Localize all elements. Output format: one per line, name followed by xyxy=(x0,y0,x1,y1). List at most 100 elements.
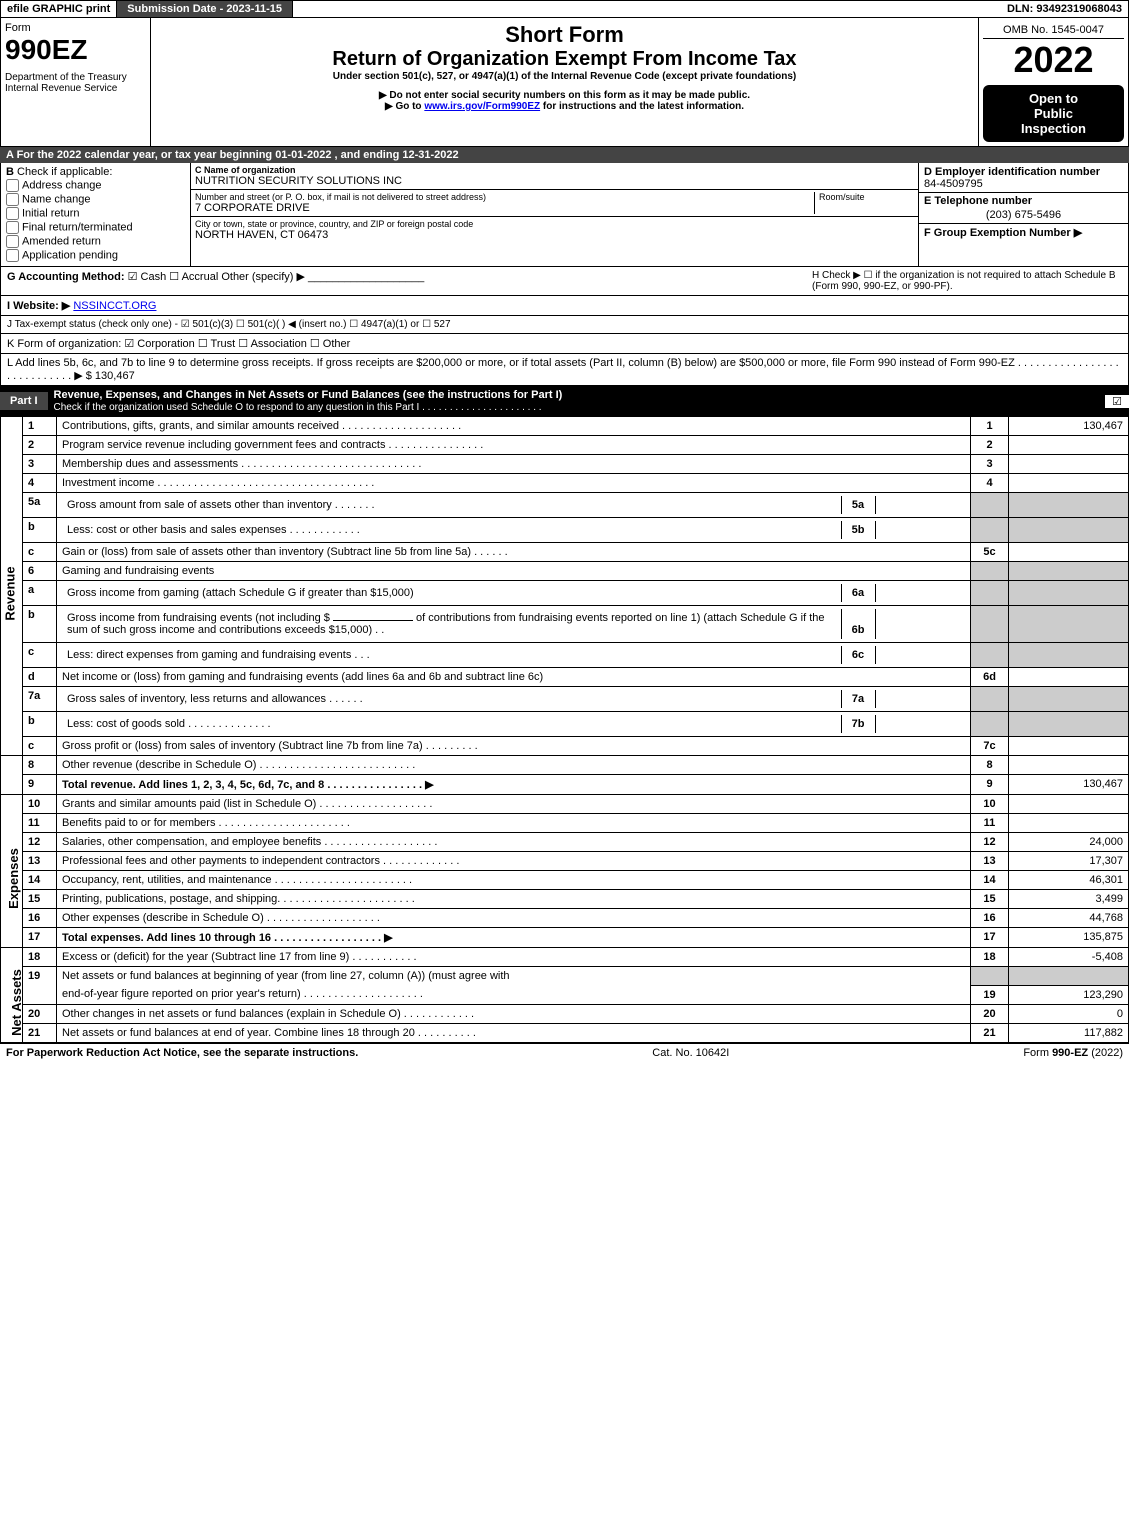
ln6d-desc: Net income or (loss) from gaming and fun… xyxy=(57,668,971,687)
part-i-title: Revenue, Expenses, and Changes in Net As… xyxy=(48,386,1105,416)
ln18-desc: Excess or (deficit) for the year (Subtra… xyxy=(57,948,971,967)
ln6c-inner: Less: direct expenses from gaming and fu… xyxy=(57,643,971,668)
ln6b-ib: 6b xyxy=(841,609,875,639)
ln12-box: 12 xyxy=(971,833,1009,852)
ln5a-inner: Gross amount from sale of assets other t… xyxy=(57,493,971,518)
ln6a-num: a xyxy=(23,581,57,606)
ln9-box: 9 xyxy=(971,775,1009,795)
ln7c-desc: Gross profit or (loss) from sales of inv… xyxy=(57,737,971,756)
org-name: NUTRITION SECURITY SOLUTIONS INC xyxy=(195,175,914,187)
org-street: 7 CORPORATE DRIVE xyxy=(195,202,814,214)
open-2: Public xyxy=(989,106,1118,121)
ln15-box: 15 xyxy=(971,890,1009,909)
ln6-box xyxy=(971,562,1009,581)
footer-right-pre: Form xyxy=(1023,1047,1052,1059)
ln10-amt xyxy=(1009,795,1129,814)
g-cash: Cash xyxy=(141,271,167,283)
ln18-amt: -5,408 xyxy=(1009,948,1129,967)
line-k: K Form of organization: ☑ Corporation ☐ … xyxy=(0,334,1129,354)
ln5c-box: 5c xyxy=(971,543,1009,562)
ln19-desc2: end-of-year figure reported on prior yea… xyxy=(57,985,971,1004)
netassets-sidelabel: Net Assets xyxy=(1,948,23,1043)
expenses-sidelabel: Expenses xyxy=(1,795,23,948)
website-link[interactable]: NSSINCCT.ORG xyxy=(73,300,156,312)
ln6b-inner: Gross income from fundraising events (no… xyxy=(57,606,971,643)
lbl-initial-return: Initial return xyxy=(22,207,79,219)
ln4-amt xyxy=(1009,474,1129,493)
ln11-box: 11 xyxy=(971,814,1009,833)
footer-right: Form 990-EZ (2022) xyxy=(1023,1047,1123,1059)
chk-name-change[interactable] xyxy=(6,193,19,206)
ssn-warning: ▶ Do not enter social security numbers o… xyxy=(155,90,974,101)
ln7b-desc: Less: cost of goods sold . . . . . . . .… xyxy=(62,715,841,733)
ln6b-box xyxy=(971,606,1009,643)
chk-initial-return[interactable] xyxy=(6,207,19,220)
part-i-checkbox[interactable]: ☑ xyxy=(1105,395,1129,408)
ln1-num: 1 xyxy=(23,417,57,436)
ln20-num: 20 xyxy=(23,1004,57,1023)
ln21-num: 21 xyxy=(23,1023,57,1042)
ln15-desc: Printing, publications, postage, and shi… xyxy=(57,890,971,909)
lbl-name-change: Name change xyxy=(22,193,91,205)
goto-pre: ▶ Go to xyxy=(385,101,424,112)
ln4-num: 4 xyxy=(23,474,57,493)
submission-date: Submission Date - 2023-11-15 xyxy=(117,1,293,17)
chk-final-return[interactable] xyxy=(6,221,19,234)
open-3: Inspection xyxy=(989,121,1118,136)
goto-link[interactable]: www.irs.gov/Form990EZ xyxy=(424,101,540,112)
e-tel-label: E Telephone number xyxy=(924,195,1032,207)
footer-left: For Paperwork Reduction Act Notice, see … xyxy=(6,1047,358,1059)
ln17-desc-b: Total expenses. Add lines 10 through 16 … xyxy=(62,932,393,944)
ln3-desc: Membership dues and assessments . . . . … xyxy=(57,455,971,474)
ln6b-desc: Gross income from fundraising events (no… xyxy=(62,609,841,639)
ln20-amt: 0 xyxy=(1009,1004,1129,1023)
efile-label[interactable]: efile GRAPHIC print xyxy=(1,1,117,17)
lbl-amended-return: Amended return xyxy=(22,235,101,247)
chk-amended-return[interactable] xyxy=(6,235,19,248)
form-header: Form 990EZ Department of the Treasury In… xyxy=(0,18,1129,147)
goto-post: for instructions and the latest informat… xyxy=(540,101,744,112)
ln6a-iamt xyxy=(875,584,965,602)
omb-number: OMB No. 1545-0047 xyxy=(983,22,1124,39)
ln7a-iamt xyxy=(875,690,965,708)
ln3-num: 3 xyxy=(23,455,57,474)
ln5a-ib: 5a xyxy=(841,496,875,514)
ln5b-iamt xyxy=(875,521,965,539)
ln5a-amt xyxy=(1009,493,1129,518)
ln5b-ib: 5b xyxy=(841,521,875,539)
chk-application-pending[interactable] xyxy=(6,249,19,262)
revenue-sidelabel: Revenue xyxy=(1,417,23,756)
ln1-box: 1 xyxy=(971,417,1009,436)
part-i-label: Part I xyxy=(0,392,48,410)
ln13-amt: 17,307 xyxy=(1009,852,1129,871)
ln6b-amt xyxy=(1009,606,1129,643)
ln7a-inner: Gross sales of inventory, less returns a… xyxy=(57,687,971,712)
org-city: NORTH HAVEN, CT 06473 xyxy=(195,229,914,241)
ln18-box: 18 xyxy=(971,948,1009,967)
ln12-amt: 24,000 xyxy=(1009,833,1129,852)
ln10-box: 10 xyxy=(971,795,1009,814)
chk-address-change[interactable] xyxy=(6,179,19,192)
ln5a-num: 5a xyxy=(23,493,57,518)
g-other: Other (specify) ▶ xyxy=(221,271,305,283)
ln10-num: 10 xyxy=(23,795,57,814)
ln2-desc: Program service revenue including govern… xyxy=(57,436,971,455)
c-street-label: Number and street (or P. O. box, if mail… xyxy=(195,192,814,202)
ln16-amt: 44,768 xyxy=(1009,909,1129,928)
ln6b-blank xyxy=(333,620,413,621)
ln5a-desc: Gross amount from sale of assets other t… xyxy=(62,496,841,514)
ln5b-inner: Less: cost or other basis and sales expe… xyxy=(57,518,971,543)
ln21-box: 21 xyxy=(971,1023,1009,1042)
part-i-sub: Check if the organization used Schedule … xyxy=(54,402,542,413)
ln12-desc: Salaries, other compensation, and employ… xyxy=(57,833,971,852)
ln6c-ib: 6c xyxy=(841,646,875,664)
ln17-num: 17 xyxy=(23,928,57,948)
form-title: Return of Organization Exempt From Incom… xyxy=(155,48,974,71)
ln2-num: 2 xyxy=(23,436,57,455)
ln13-desc: Professional fees and other payments to … xyxy=(57,852,971,871)
line-a: A For the 2022 calendar year, or tax yea… xyxy=(0,147,1129,163)
ln8-desc: Other revenue (describe in Schedule O) .… xyxy=(57,756,971,775)
ln19-amt: 123,290 xyxy=(1009,985,1129,1004)
header-left: Form 990EZ Department of the Treasury In… xyxy=(1,18,151,146)
ln6d-num: d xyxy=(23,668,57,687)
